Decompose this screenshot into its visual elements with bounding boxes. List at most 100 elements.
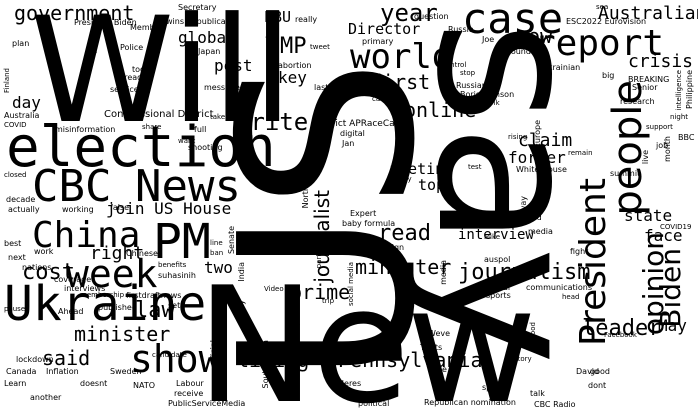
word-dont: dont — [588, 381, 607, 390]
word-now: now — [516, 24, 553, 48]
word-another: another — [30, 393, 62, 402]
word-new: New — [196, 252, 537, 411]
word-nato: NATO — [133, 381, 156, 390]
word-europe: Europe — [533, 120, 542, 149]
word-white-house: White House — [516, 165, 567, 174]
word-support: support — [646, 123, 673, 131]
word-live: live — [641, 150, 650, 165]
word-pennsylvania: Pennsylvania — [338, 348, 483, 372]
word-research: research — [620, 97, 655, 106]
word-top: top — [418, 176, 446, 194]
word-talk: talk — [530, 389, 545, 398]
word-write: write — [236, 108, 309, 136]
word-interview: interview — [458, 227, 534, 243]
word-test: test — [468, 163, 482, 171]
word-actually: actually — [8, 205, 40, 214]
word-government: government — [14, 1, 135, 25]
word-covid: COVID — [4, 121, 27, 129]
word-ahead: Ahead — [58, 307, 84, 316]
word-baby-formula: baby formula — [342, 219, 396, 228]
word-meeting: meeting — [390, 160, 454, 178]
word-pm: PM — [153, 214, 211, 270]
word-found: found — [508, 47, 531, 56]
word-benefits: benefits — [158, 261, 187, 269]
word-question: question — [414, 12, 449, 21]
word-esc2022: ESC2022 Eurovision — [566, 17, 647, 26]
word-summit: summit — [610, 169, 641, 178]
word-inflation: Inflation — [46, 367, 79, 376]
word-law: law — [135, 298, 175, 323]
word-today: today — [132, 65, 155, 74]
word-doesnt: doesnt — [80, 379, 108, 388]
word-pause: pause — [4, 305, 26, 313]
word-sports: sports — [486, 291, 511, 300]
word-official: official — [209, 340, 218, 367]
word-parties: parties — [315, 244, 323, 269]
word-coverage: coverage — [54, 275, 92, 284]
word-member: Member — [130, 23, 163, 32]
word-good: good — [590, 367, 610, 376]
word-boris-johnson: Boris Johnson — [460, 90, 515, 99]
word-decade: decade — [6, 195, 36, 204]
word-russia: Russia — [448, 25, 474, 34]
word-first: first — [370, 70, 431, 94]
word-news: News — [135, 161, 241, 212]
word-rising: rising — [508, 133, 528, 141]
word-abortion: abortion — [278, 61, 312, 70]
word-australia: Australia — [4, 111, 40, 120]
word-ban: ban — [210, 249, 224, 257]
word-president-biden: President Biden — [74, 18, 137, 27]
word-secretary: Secretary — [178, 3, 217, 12]
word-claim: claim — [518, 130, 573, 151]
word-china: China — [32, 215, 141, 256]
word-membership: membership — [80, 291, 125, 299]
word-need: need — [265, 36, 273, 54]
word-speaks: speaks — [482, 383, 510, 392]
word-auspol: auspol — [484, 255, 511, 264]
word-joe: Joe — [482, 35, 495, 44]
word-cbc: CBC — [32, 161, 112, 212]
word-nations: nations — [22, 263, 52, 272]
word-breaking: BREAKING — [628, 75, 670, 84]
word-two: two — [204, 258, 233, 277]
word-media-2: media — [439, 260, 448, 285]
word-key: key — [278, 68, 307, 87]
word-cost: cost — [22, 260, 75, 285]
word-working: working — [62, 205, 94, 214]
word-job: job — [656, 141, 669, 150]
word-mike: Mike — [484, 233, 501, 241]
word-service: service — [110, 85, 139, 94]
word-market: market — [189, 72, 197, 97]
word-one: one — [432, 365, 447, 374]
word-journalism: journalism — [458, 260, 591, 285]
word-story: story — [514, 355, 532, 363]
word-head: head — [562, 293, 580, 301]
word-next: next — [8, 253, 26, 262]
word-republican-nomination: Republican nomination — [424, 398, 516, 407]
word-chinese: Chinese — [126, 249, 158, 258]
word-police: Police — [120, 43, 144, 52]
word-national: national — [466, 147, 495, 155]
word-australian: Australian — [598, 3, 698, 24]
word-case: case — [462, 0, 564, 43]
word-night: night — [670, 113, 689, 121]
word-lockdown: lockdown — [16, 355, 54, 364]
word-intelligence: intelligence — [675, 70, 683, 111]
word-misinformation: misinformation — [55, 125, 116, 134]
word-candidate: candidate — [152, 351, 187, 359]
word-tell: tell — [447, 190, 455, 201]
word-labour: Labour — [176, 379, 204, 388]
word-political: political — [358, 399, 390, 408]
word-bbc: BBC — [678, 133, 695, 142]
word-build: build — [522, 213, 542, 222]
word-week: week — [66, 252, 158, 296]
word-primary: primary — [362, 37, 394, 46]
word-will: Will — [30, 0, 293, 156]
word-heres: Heres — [338, 379, 362, 388]
word-philippine: Philippine — [685, 70, 694, 109]
word-expert: Expert — [350, 209, 377, 218]
word-control: control — [442, 61, 467, 69]
word-take: take — [210, 113, 226, 121]
word-david: David — [576, 367, 600, 376]
